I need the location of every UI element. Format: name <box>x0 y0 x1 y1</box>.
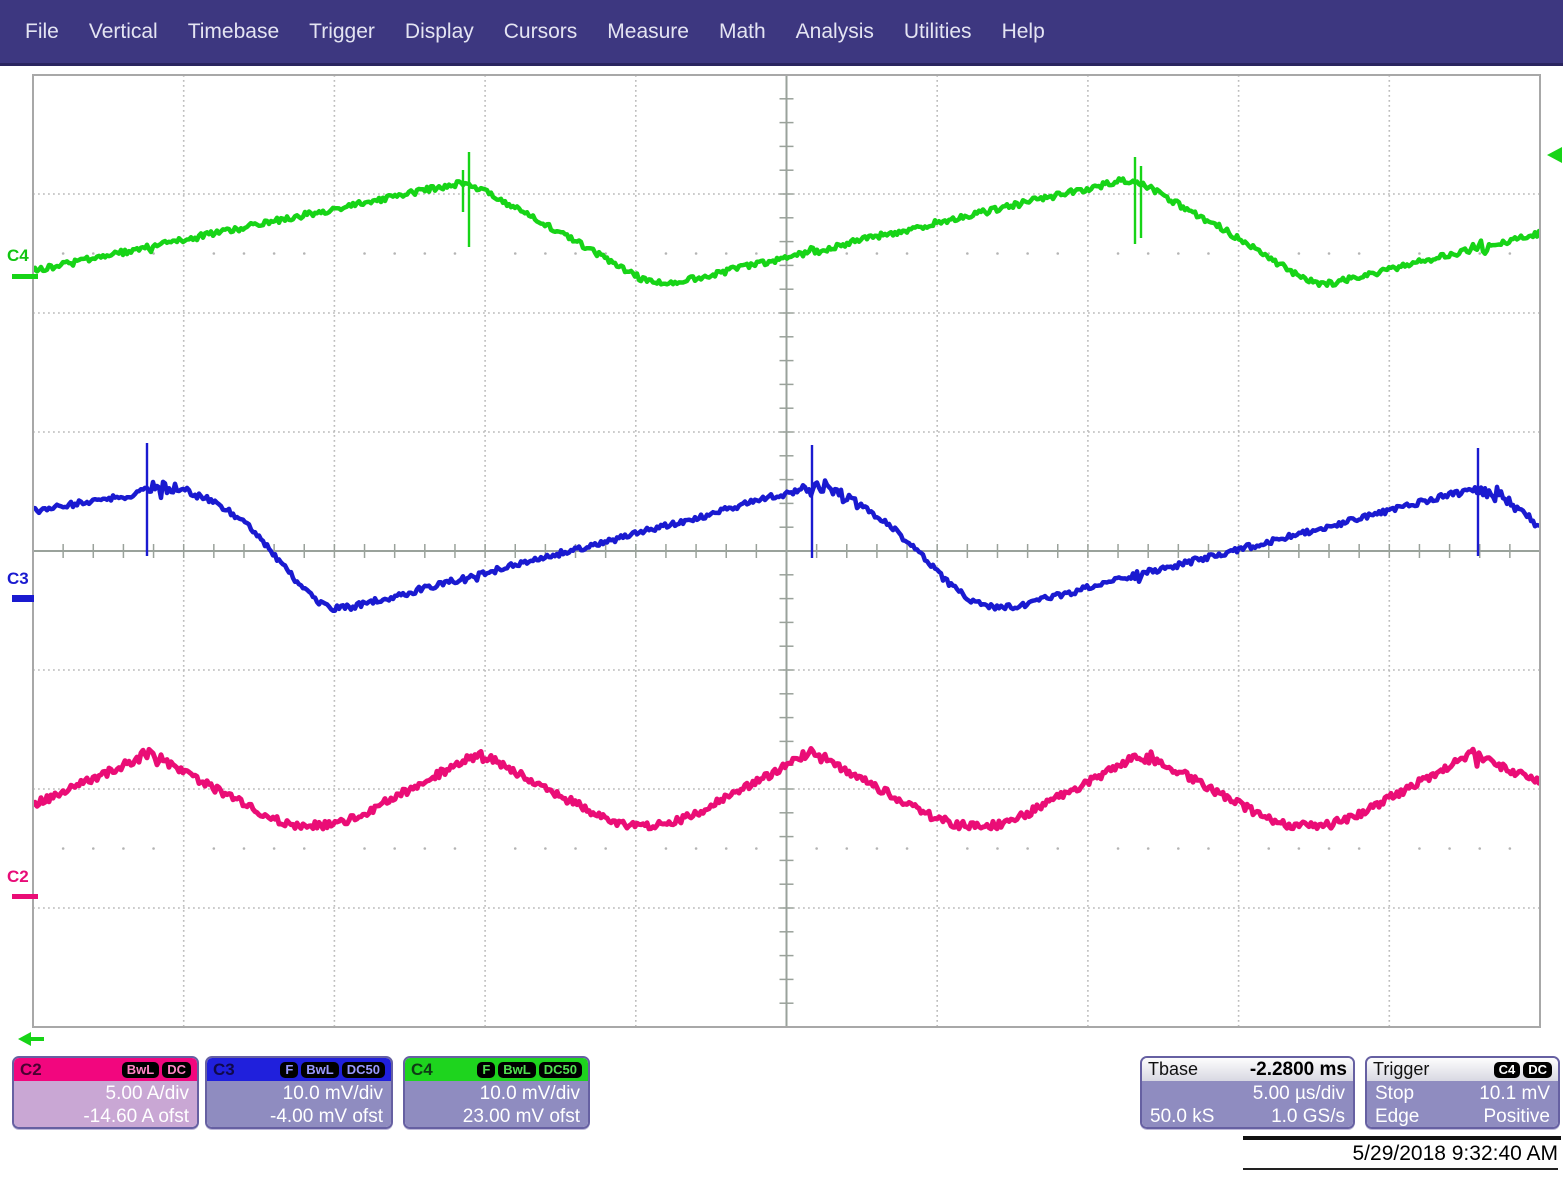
menu-bar: File Vertical Timebase Trigger Display C… <box>0 0 1563 66</box>
channel-c2-header: C2 BwL DC <box>14 1058 197 1081</box>
divider-line <box>1243 1136 1561 1140</box>
channel-c3-body: 10.0 mV/div -4.00 mV ofst <box>207 1081 391 1127</box>
offset-value: -14.60 A ofst <box>83 1106 189 1127</box>
channel-c4-body: 10.0 mV/div 23.00 mV ofst <box>405 1081 588 1127</box>
timebase-name: Tbase <box>1148 1059 1199 1079</box>
timebase-descriptor[interactable]: Tbase -2.2800 ms 5.00 µs/div 50.0 kS 1.0… <box>1140 1056 1355 1129</box>
filter-badge: F <box>280 1061 299 1078</box>
trigger-source-badge: C4 <box>1493 1061 1521 1078</box>
menu-item-cursors[interactable]: Cursors <box>503 19 578 43</box>
timebase-header: Tbase -2.2800 ms <box>1142 1058 1353 1081</box>
coupling-badge: DC50 <box>341 1061 385 1078</box>
trigger-header: Trigger C4 DC <box>1367 1058 1558 1081</box>
trigger-descriptor[interactable]: Trigger C4 DC Stop 10.1 mV Edge Positive <box>1365 1056 1560 1129</box>
channel-c4-header: C4 F BwL DC50 <box>405 1058 588 1081</box>
channel-label-c2[interactable]: C2 <box>7 867 29 886</box>
channel-c3-header: C3 F BwL DC50 <box>207 1058 391 1081</box>
bandwidth-limit-badge: BwL <box>301 1061 339 1078</box>
timebase-body: 5.00 µs/div 50.0 kS 1.0 GS/s <box>1142 1081 1353 1127</box>
trigger-slope-value: Positive <box>1483 1106 1550 1127</box>
trigger-level-value: 10.1 mV <box>1479 1083 1550 1104</box>
trigger-body: Stop 10.1 mV Edge Positive <box>1367 1081 1558 1127</box>
channel-descriptor-c2[interactable]: C2 BwL DC 5.00 A/div -14.60 A ofst <box>12 1056 199 1129</box>
menu-item-file[interactable]: File <box>25 19 59 43</box>
offset-value: 23.00 mV ofst <box>462 1106 580 1127</box>
menu-item-display[interactable]: Display <box>404 19 474 43</box>
time-per-div-value: 5.00 µs/div <box>1252 1083 1345 1104</box>
trigger-type-value: Edge <box>1375 1106 1420 1127</box>
filter-badge: F <box>477 1061 496 1078</box>
channel-c2-body: 5.00 A/div -14.60 A ofst <box>14 1081 197 1127</box>
vertical-scale-value: 5.00 A/div <box>105 1083 189 1104</box>
bandwidth-limit-badge: BwL <box>121 1061 160 1078</box>
channel-descriptor-c4[interactable]: C4 F BwL DC50 10.0 mV/div 23.00 mV ofst <box>403 1056 590 1129</box>
menu-item-vertical[interactable]: Vertical <box>88 19 158 43</box>
menu-item-help[interactable]: Help <box>1001 19 1045 43</box>
channel-label-c4[interactable]: C4 <box>7 246 29 265</box>
channel-label-c3[interactable]: C3 <box>7 569 29 588</box>
sample-count-value: 50.0 kS <box>1150 1106 1215 1127</box>
vertical-scale-value: 10.0 mV/div <box>479 1083 580 1104</box>
menu-item-analysis[interactable]: Analysis <box>795 19 874 43</box>
channel-c2-name: C2 <box>20 1059 42 1079</box>
vertical-scale-value: 10.0 mV/div <box>282 1083 383 1104</box>
trigger-coupling-badge: DC <box>1523 1061 1552 1078</box>
coupling-badge: DC50 <box>538 1061 582 1078</box>
menu-item-timebase[interactable]: Timebase <box>187 19 280 43</box>
timebase-offset-value: -2.2800 ms <box>1249 1058 1347 1080</box>
trigger-mode-value: Stop <box>1375 1083 1415 1104</box>
menu-item-trigger[interactable]: Trigger <box>309 19 375 43</box>
channel-c4-name: C4 <box>411 1059 433 1079</box>
channel-c3-name: C3 <box>213 1059 235 1079</box>
coupling-badge: DC <box>162 1061 191 1078</box>
bandwidth-limit-badge: BwL <box>498 1061 536 1078</box>
menu-item-utilities[interactable]: Utilities <box>903 19 972 43</box>
sample-rate-value: 1.0 GS/s <box>1271 1106 1345 1127</box>
menu-item-math[interactable]: Math <box>718 19 766 43</box>
trigger-name: Trigger <box>1373 1059 1430 1079</box>
channel-descriptor-c3[interactable]: C3 F BwL DC50 10.0 mV/div -4.00 mV ofst <box>205 1056 393 1129</box>
menu-item-measure[interactable]: Measure <box>607 19 689 43</box>
datetime-stamp: 5/29/2018 9:32:40 AM <box>1243 1142 1558 1170</box>
offset-value: -4.00 mV ofst <box>270 1106 383 1127</box>
